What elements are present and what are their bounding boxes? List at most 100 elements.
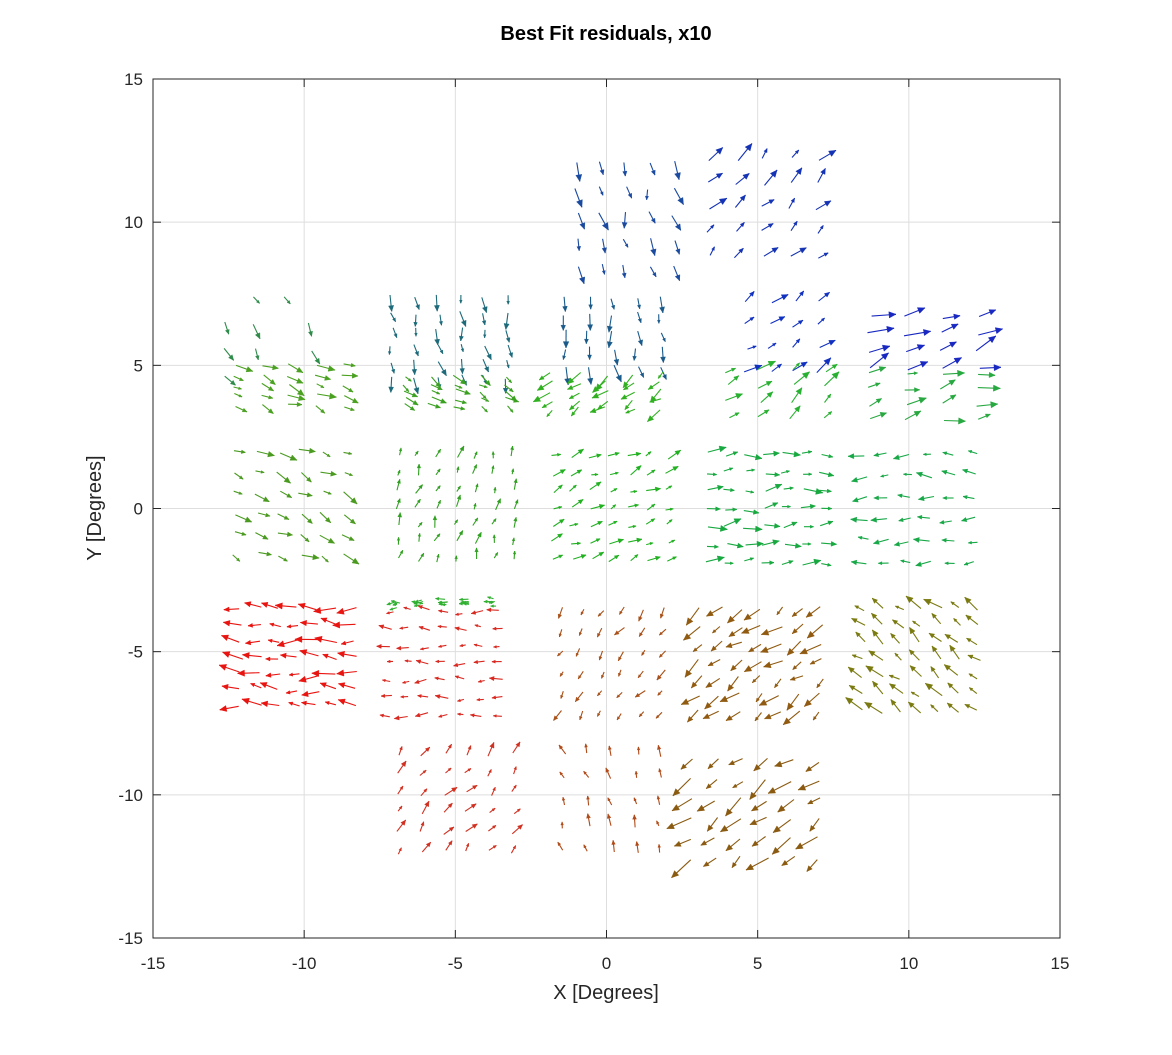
vector-arrow-head — [286, 531, 294, 537]
vector-arrow-head — [774, 483, 783, 490]
vector-arrow-head — [299, 649, 308, 656]
vector-arrow-head — [984, 413, 991, 419]
vector-arrow-head — [483, 599, 488, 604]
y-tick-label: -5 — [128, 643, 143, 662]
vector-arrow-head — [314, 357, 321, 365]
vector-arrow-head — [637, 674, 642, 679]
vector-field-3 — [402, 374, 520, 413]
vector-arrow-head — [460, 319, 467, 327]
vector-arrow-head — [760, 628, 770, 636]
vector-arrow-head — [712, 472, 718, 477]
vector-arrow-head — [677, 197, 684, 206]
vector-arrow-head — [350, 497, 358, 505]
vector-arrow-head — [597, 404, 603, 410]
vector-arrow-head — [967, 654, 974, 660]
vector-arrow-head — [601, 674, 605, 679]
vector-arrow-head — [306, 492, 313, 498]
vector-field-17 — [218, 601, 357, 712]
vector-arrow-head — [807, 450, 813, 454]
vector-arrow-head — [799, 647, 808, 655]
vector-field-11 — [868, 366, 1001, 425]
vector-arrow-head — [486, 607, 492, 613]
vector-arrow-head — [422, 769, 427, 774]
vector-arrow-head — [454, 626, 460, 631]
vector-arrow-head — [286, 624, 292, 629]
vector-arrow-head — [577, 448, 585, 455]
vector-arrow-head — [473, 643, 478, 647]
vector-arrow-head — [509, 408, 514, 413]
vector-arrow-head — [561, 796, 566, 801]
vector-arrow-head — [351, 557, 360, 565]
vector-arrow-head — [931, 645, 938, 653]
vector-arrow-head — [576, 469, 583, 475]
vector-arrow-head — [457, 485, 461, 490]
vector-arrow-head — [340, 640, 347, 646]
vector-arrow-head — [502, 387, 509, 394]
vector-arrow-head — [506, 301, 510, 305]
vector-arrow-head — [781, 859, 789, 866]
vector-arrow-head — [732, 783, 738, 788]
vector-arrow-head — [880, 474, 884, 478]
vector-arrow-head — [827, 411, 833, 416]
vector-arrow-head — [513, 478, 518, 484]
vector-arrow-head — [617, 538, 625, 544]
vector-arrow-head — [591, 392, 600, 399]
vector-arrow-head — [513, 784, 517, 789]
vector-arrow-head — [728, 760, 735, 766]
vector-arrow-head — [415, 304, 420, 311]
vector-arrow-head — [516, 808, 521, 813]
vector-arrow-head — [601, 247, 607, 254]
vector-arrow-head — [749, 291, 755, 297]
vector-arrow-head — [659, 306, 665, 314]
vector-arrow-head — [611, 304, 616, 310]
vector-arrow-head — [454, 675, 459, 679]
vector-arrow-head — [491, 695, 497, 700]
vector-arrow-head — [741, 627, 750, 634]
vector-arrow-head — [645, 195, 649, 201]
vector-arrow-head — [456, 712, 461, 716]
vector-arrow-head — [782, 717, 791, 726]
vector-arrow-head — [597, 692, 601, 697]
vector-arrow-head — [879, 412, 888, 418]
vector-arrow-head — [288, 672, 294, 677]
x-tick-label: 15 — [1051, 954, 1070, 973]
vector-arrow-head — [606, 813, 612, 819]
vector-arrow-head — [473, 502, 477, 507]
vector-arrow-head — [791, 628, 798, 635]
vector-arrow-head — [718, 197, 728, 205]
vector-arrow-head — [988, 371, 996, 378]
vector-arrow-head — [327, 365, 336, 372]
vector-arrow-head — [638, 713, 643, 718]
vector-arrow-head — [267, 386, 275, 392]
vector-arrow-head — [587, 354, 592, 361]
vector-arrow-head — [512, 550, 517, 555]
vector-arrow-head — [671, 539, 676, 543]
vector-arrow-head — [219, 705, 228, 712]
vector-arrow-head — [828, 340, 836, 346]
vector-arrow-head — [637, 304, 641, 310]
x-tick-label: 10 — [899, 954, 918, 973]
vector-arrow-head — [739, 222, 745, 228]
vector-arrow-head — [625, 409, 630, 414]
vector-arrow-head — [435, 381, 441, 388]
vector-arrow-head — [793, 220, 798, 226]
vector-arrow-head — [324, 701, 330, 706]
vector-arrow-head — [657, 691, 662, 696]
vector-arrow-head — [456, 494, 462, 500]
vector-arrow-head — [418, 625, 424, 631]
vector-arrow-head — [492, 825, 497, 829]
vector-arrow-head — [797, 319, 804, 325]
vector-arrow-head — [635, 451, 642, 457]
vector-arrow-head — [247, 623, 253, 628]
vector-arrow-head — [348, 536, 355, 541]
vector-arrow-head — [272, 364, 279, 371]
vector-arrow-head — [650, 169, 656, 176]
vector-arrow-head — [965, 614, 972, 621]
vector-arrow-head — [606, 325, 613, 333]
vector-arrow-head — [636, 537, 643, 543]
vector-arrow-head — [857, 535, 863, 540]
vector-arrow-head — [438, 321, 443, 326]
vector-arrow-head — [950, 601, 955, 606]
vector-field-12 — [232, 447, 360, 565]
vector-arrow-head — [481, 320, 487, 326]
